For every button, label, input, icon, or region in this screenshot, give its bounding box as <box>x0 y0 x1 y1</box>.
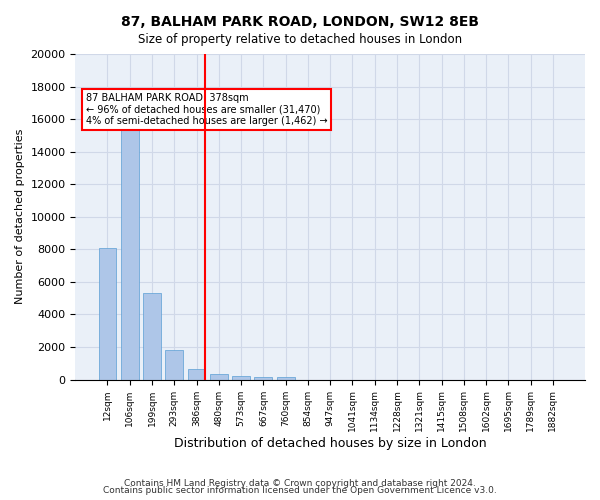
Bar <box>121 110 139 380</box>
Bar <box>188 369 205 380</box>
Text: Contains HM Land Registry data © Crown copyright and database right 2024.: Contains HM Land Registry data © Crown c… <box>124 478 476 488</box>
Bar <box>143 294 161 380</box>
Y-axis label: Number of detached properties: Number of detached properties <box>15 129 25 304</box>
Bar <box>166 350 183 380</box>
Bar <box>98 248 116 380</box>
Text: 87, BALHAM PARK ROAD, LONDON, SW12 8EB: 87, BALHAM PARK ROAD, LONDON, SW12 8EB <box>121 15 479 29</box>
X-axis label: Distribution of detached houses by size in London: Distribution of detached houses by size … <box>174 437 487 450</box>
Bar <box>232 376 250 380</box>
Bar <box>210 374 228 380</box>
Text: 87 BALHAM PARK ROAD: 378sqm
← 96% of detached houses are smaller (31,470)
4% of : 87 BALHAM PARK ROAD: 378sqm ← 96% of det… <box>86 93 327 126</box>
Bar <box>254 377 272 380</box>
Text: Size of property relative to detached houses in London: Size of property relative to detached ho… <box>138 32 462 46</box>
Bar <box>277 378 295 380</box>
Text: Contains public sector information licensed under the Open Government Licence v3: Contains public sector information licen… <box>103 486 497 495</box>
